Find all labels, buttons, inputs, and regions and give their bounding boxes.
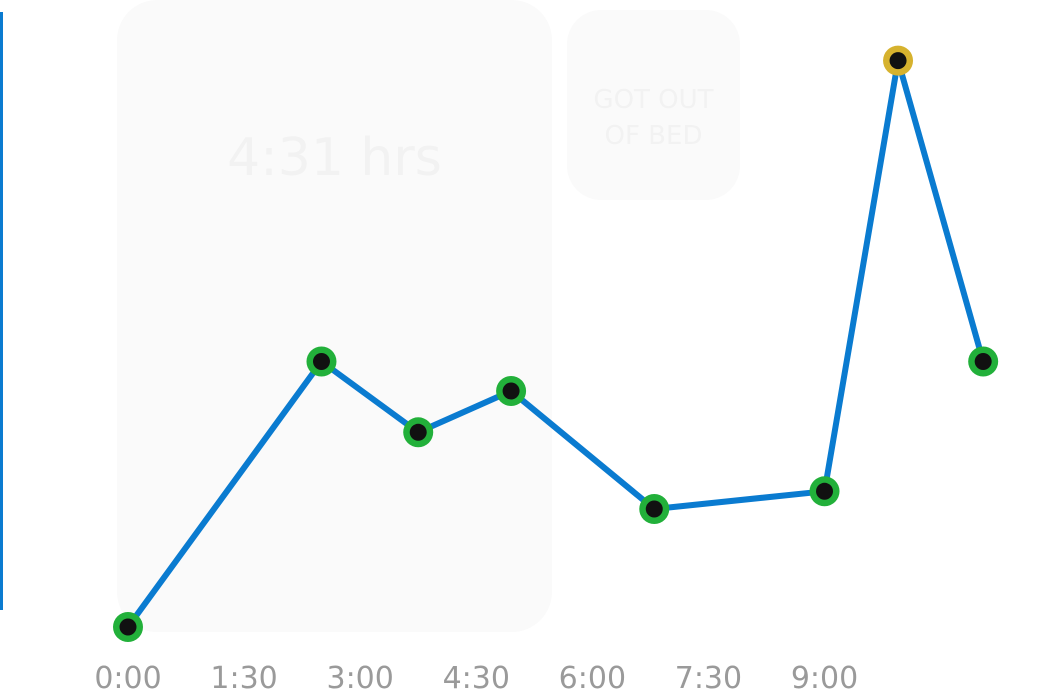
sleep-card-value: 4:31 hrs: [227, 128, 442, 188]
data-point[interactable]: [496, 376, 527, 406]
data-point-alert[interactable]: [883, 45, 914, 76]
left-accent-bar: [0, 12, 3, 610]
data-point[interactable]: [403, 417, 434, 448]
x-tick-label: 0:00: [94, 661, 161, 696]
x-tick-label: 4:30: [443, 661, 510, 696]
data-point[interactable]: [113, 612, 143, 642]
data-point[interactable]: [809, 476, 840, 507]
data-point-dot: [974, 353, 992, 370]
got-out-of-bed-label: GOT OUT OF BED: [593, 85, 714, 151]
sleep-duration-card: 4:31 hrs: [117, 0, 552, 632]
data-point-dot: [645, 500, 663, 518]
data-point-dot: [409, 423, 427, 441]
data-point-dot: [502, 382, 520, 400]
series-line: [125, 57, 987, 630]
x-tick-label: 7:30: [675, 661, 742, 696]
got-out-of-bed-card: GOT OUT OF BED: [567, 10, 740, 200]
data-point-layer: [113, 45, 999, 642]
data-point-dot: [889, 52, 907, 70]
x-tick-label: 3:00: [326, 661, 393, 696]
data-point[interactable]: [968, 346, 999, 377]
data-point-dot: [816, 482, 834, 500]
x-tick-label: 6:00: [559, 661, 626, 696]
data-point-dot: [312, 353, 330, 370]
series-line-layer: [125, 57, 987, 630]
data-point[interactable]: [639, 494, 670, 524]
x-tick-label: 9:00: [791, 661, 858, 696]
data-point[interactable]: [306, 346, 337, 377]
x-tick-label: 1:30: [210, 661, 277, 696]
data-point-dot: [119, 618, 137, 636]
x-axis-tick-labels: 0:00 1:30 3:00 4:30 6:00 7:30 9:00: [94, 661, 858, 696]
